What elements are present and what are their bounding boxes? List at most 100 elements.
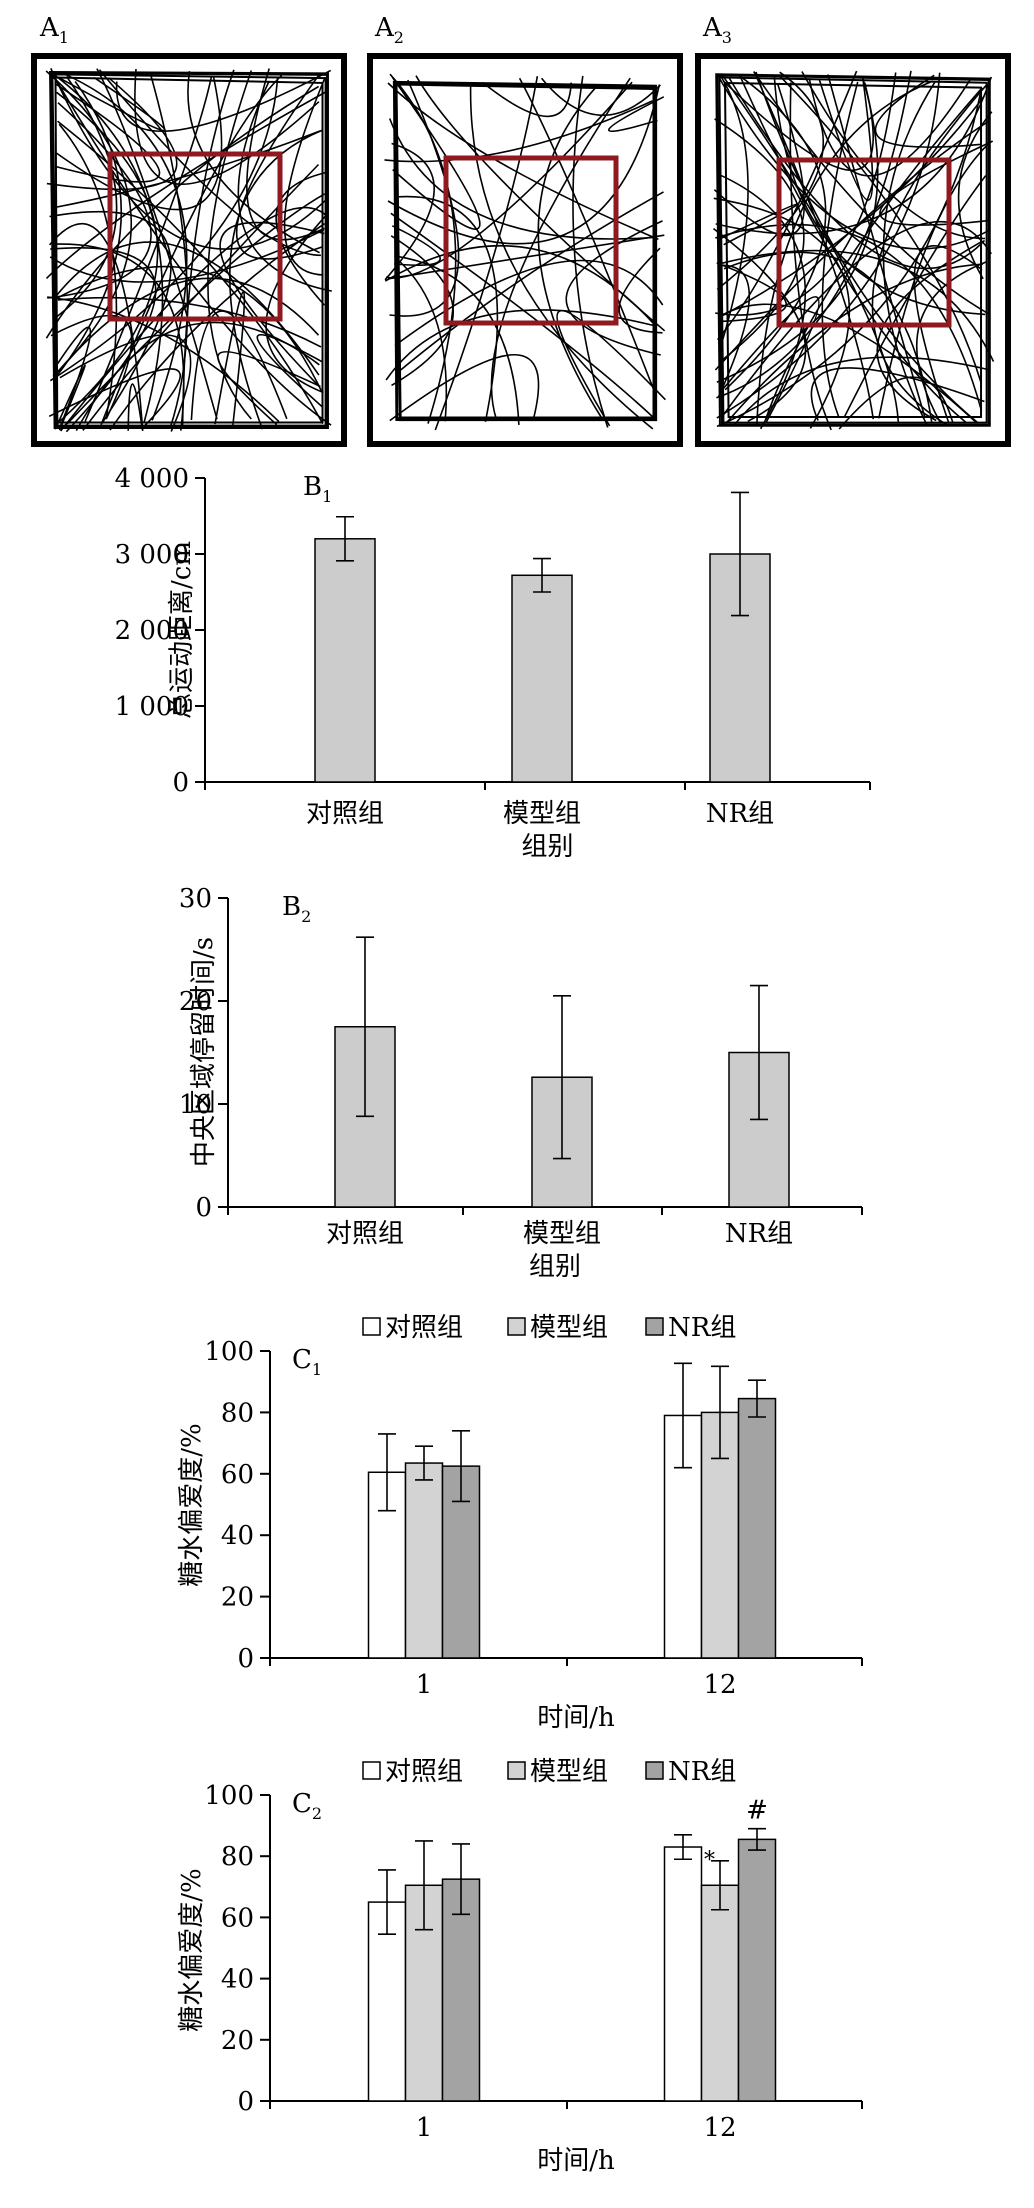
track-segment [54, 364, 86, 431]
track-segment [235, 72, 323, 260]
track-segment [394, 256, 448, 422]
significance-mark: # [746, 1796, 768, 1826]
bar [511, 574, 573, 783]
chart-b2: 0 10 20 30 B2 中央区域停留时间/s 组别 对照组 模型组 NR组 [179, 884, 863, 1282]
y-tick-label: 40 [221, 1965, 254, 1995]
y-tick-label: 20 [221, 1583, 254, 1613]
y-axis-label: 糖水偏爱度/% [177, 1868, 207, 2031]
y-tick-label: 2 000 [115, 616, 189, 646]
y-tick-label: 0 [237, 2087, 254, 2117]
perimeter-track [392, 80, 658, 422]
track-segment [219, 221, 325, 387]
legend-swatch [507, 1761, 526, 1780]
track-segment [608, 96, 665, 133]
panel-label-sub: 2 [312, 1804, 322, 1823]
y-tick-label: 40 [221, 1521, 254, 1551]
significance-mark: * [704, 1848, 715, 1873]
track-segment [190, 310, 288, 421]
track-segment [723, 251, 933, 423]
track-segment [714, 120, 991, 371]
track-segment [49, 210, 172, 426]
track-segment [82, 163, 320, 431]
track-lines [384, 73, 666, 431]
track-segment [713, 197, 851, 429]
x-tick-label: 对照组 [326, 1219, 404, 1249]
track-segment [490, 77, 631, 421]
track-segment [818, 75, 874, 201]
x-axis-label: 组别 [529, 1252, 581, 1282]
arena-frame [367, 53, 683, 447]
track-segment [715, 72, 897, 316]
track-segment [482, 82, 572, 118]
track-segment [50, 71, 332, 426]
panel-a3: A3 [695, 13, 1011, 447]
legend-label: 模型组 [530, 1757, 608, 1787]
legend-swatch [645, 1761, 664, 1780]
track-segment [716, 72, 941, 419]
y-tick-label: 60 [221, 1460, 254, 1490]
legend-swatch [362, 1761, 381, 1780]
bar [404, 1462, 444, 1659]
track-lines [713, 70, 995, 431]
track-segment [52, 265, 322, 391]
y-tick-label: 80 [221, 1842, 254, 1872]
legend-swatch [507, 1317, 526, 1336]
y-tick-label: 0 [172, 768, 189, 798]
x-tick-label: 1 [416, 2113, 433, 2143]
chart-c2: 0 20 40 60 80 100 C2 糖水偏爱度/% 时间/h 1 * #12 对照组 模型组 NR组 [177, 1757, 863, 2176]
panel-label-sub: 2 [301, 907, 311, 926]
track-segment [871, 83, 989, 427]
track-segment [722, 75, 900, 422]
track-segment [59, 206, 329, 432]
bar [367, 1901, 407, 2102]
track-segment [275, 171, 327, 306]
track-segment [49, 78, 279, 382]
track-segment [389, 354, 540, 422]
track-segment [718, 95, 985, 319]
y-axis-label: 中央区域停留时间/s [189, 937, 219, 1167]
track-segment [59, 334, 192, 432]
track-segment [45, 91, 326, 279]
x-axis-label: 组别 [521, 832, 573, 862]
legend-swatch [362, 1317, 381, 1336]
track-segment [801, 71, 986, 240]
y-axis-label: 总运动距离/cm [167, 541, 197, 719]
track-segment [719, 174, 807, 430]
x-tick-label: 模型组 [523, 1219, 601, 1249]
track-segment [390, 212, 655, 419]
y-tick-label: 0 [195, 1193, 212, 1223]
track-segment [572, 75, 609, 428]
track-segment [913, 245, 983, 424]
panel-a1: A1 [31, 13, 347, 447]
bar [737, 1838, 777, 2102]
panel-a3-label: A3 [702, 13, 732, 47]
track-segment [714, 118, 805, 362]
track-segment [214, 291, 246, 426]
track-segment [396, 195, 499, 422]
track-segment [57, 296, 322, 348]
track-segment [56, 326, 92, 429]
track-segment [565, 220, 663, 356]
track-segment [718, 249, 995, 362]
track-segment [389, 79, 460, 317]
track-segment [384, 142, 435, 281]
track-segment [518, 77, 655, 391]
bar [441, 1878, 481, 2102]
track-segment [789, 82, 832, 431]
track-segment [217, 351, 321, 426]
track-segment [229, 129, 324, 430]
track-segment [391, 225, 441, 267]
y-tick-label: 20 [221, 2026, 254, 2056]
legend-swatch [645, 1317, 664, 1336]
x-tick-label: 1 [416, 1670, 433, 1700]
track-segment [755, 71, 979, 424]
y-tick-label: 80 [221, 1398, 254, 1428]
track-segment [385, 81, 633, 279]
track-segment [58, 76, 166, 132]
track-segment [540, 77, 661, 117]
track-segment [715, 76, 993, 235]
panel-label: C2 [292, 1789, 322, 1823]
track-segment [397, 191, 664, 374]
track-segment [55, 241, 320, 376]
y-tick-label: 60 [221, 1903, 254, 1933]
